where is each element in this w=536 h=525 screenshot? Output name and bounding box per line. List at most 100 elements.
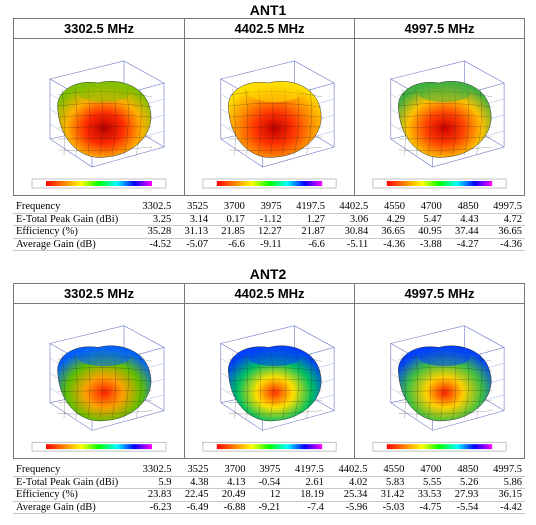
table-cell: 5.83 — [370, 475, 408, 489]
table-cell: 5.26 — [444, 475, 482, 489]
radiation-pattern-plot — [185, 304, 354, 458]
table-cell: -6.6 — [284, 238, 328, 251]
table-cell: 3525 — [174, 464, 212, 477]
table-row: Efficiency (%) 23.83 22.45 20.49 12 18.19 25.3… — [13, 488, 525, 502]
table-cell: -9.11 — [247, 238, 285, 251]
radiation-pattern-plot — [355, 39, 524, 195]
table-cell: -9.21 — [248, 501, 284, 514]
table-cell: 4402.5 — [326, 464, 371, 477]
table-cell: 1.27 — [284, 212, 328, 226]
ant1-measurement-table: Frequency 3302.5 3525 3700 3975 4197.5 4402.5 4… — [13, 201, 525, 251]
table-cell: -5.07 — [174, 238, 212, 251]
ant1-panel-1: 3302.5 MHz — [14, 19, 185, 195]
table-cell: 4402.5 — [327, 201, 372, 214]
table-cell: -5.03 — [370, 501, 408, 514]
ant2-panel-2: 4402.5 MHz — [185, 284, 355, 458]
ant1-panel-2: 4402.5 MHz — [185, 19, 355, 195]
table-cell: 4.72 — [481, 212, 525, 226]
panel-frequency: 3302.5 MHz — [14, 284, 184, 304]
table-cell: 3700 — [211, 201, 248, 214]
table-cell: 37.44 — [444, 225, 482, 239]
table-row: E-Total Peak Gain (dBi) 3.25 3.14 0.17 -1.12… — [13, 212, 525, 226]
table-cell: -5.96 — [326, 501, 371, 514]
table-cell: 4550 — [371, 201, 409, 214]
table-cell: 23.83 — [131, 488, 175, 502]
table-row: E-Total Peak Gain (dBi) 5.9 4.38 4.13 -0.54 2… — [13, 475, 525, 489]
table-cell: 33.53 — [407, 488, 445, 502]
table-cell: 5.47 — [408, 212, 445, 226]
table-cell: -4.27 — [444, 238, 482, 251]
table-cell: 2.61 — [283, 475, 327, 489]
table-cell: 4197.5 — [283, 464, 327, 477]
table-cell: 12.27 — [247, 225, 285, 239]
table-cell: 18.19 — [283, 488, 327, 502]
table-cell: 36.65 — [371, 225, 409, 239]
table-cell: -6.49 — [174, 501, 212, 514]
ant1-plot-frame: 3302.5 MHz 4402.5 MHz 4997.5 MHz — [13, 18, 525, 196]
table-cell: 4.29 — [371, 212, 409, 226]
panel-frequency: 4997.5 MHz — [355, 19, 524, 39]
table-cell: -4.36 — [481, 238, 525, 251]
table-cell: 31.42 — [370, 488, 408, 502]
ant1-panel-3: 4997.5 MHz — [355, 19, 524, 195]
table-cell: 3700 — [211, 464, 249, 477]
table-row: Average Gain (dB) -6.23 -6.49 -6.88 -9.21 -7.… — [13, 501, 525, 514]
table-cell: 3.06 — [327, 212, 372, 226]
row-label: Efficiency (%) — [13, 225, 131, 239]
table-row: Frequency 3302.5 3525 3700 3975 4197.5 4402.5 4… — [13, 201, 525, 214]
table-cell: 5.86 — [481, 475, 525, 489]
row-label: E-Total Peak Gain (dBi) — [13, 475, 131, 489]
table-cell: 0.17 — [211, 212, 248, 226]
table-cell: 4700 — [407, 464, 445, 477]
row-label: Frequency — [13, 201, 131, 214]
table-cell: 3.14 — [174, 212, 212, 226]
panel-frequency: 4402.5 MHz — [185, 19, 354, 39]
row-label: Average Gain (dB) — [13, 238, 131, 251]
table-cell: 22.45 — [174, 488, 212, 502]
table-cell: -6.6 — [211, 238, 248, 251]
table-cell: 21.87 — [284, 225, 328, 239]
table-cell: 27.93 — [444, 488, 482, 502]
table-row: Average Gain (dB) -4.52 -5.07 -6.6 -9.11 -6.6… — [13, 238, 525, 251]
table-cell: -6.88 — [211, 501, 249, 514]
radiation-pattern-plot — [355, 304, 524, 458]
table-cell: 3302.5 — [131, 464, 175, 477]
table-cell: -7.4 — [283, 501, 327, 514]
table-cell: 3525 — [174, 201, 212, 214]
table-cell: 25.34 — [326, 488, 371, 502]
table-cell: 5.55 — [407, 475, 445, 489]
table-cell: -5.11 — [327, 238, 372, 251]
table-cell: 5.9 — [131, 475, 175, 489]
table-row: Efficiency (%) 35.28 31.13 21.85 12.27 21.87 3… — [13, 225, 525, 239]
table-cell: 35.28 — [131, 225, 175, 239]
table-cell: 30.84 — [327, 225, 372, 239]
table-cell: 4997.5 — [481, 201, 525, 214]
table-cell: 4.43 — [444, 212, 482, 226]
pattern-graphic — [372, 60, 507, 189]
panel-frequency: 4997.5 MHz — [355, 284, 524, 304]
table-cell: -0.54 — [248, 475, 284, 489]
pattern-graphic — [202, 325, 337, 452]
table-cell: -4.36 — [371, 238, 409, 251]
table-cell: -3.88 — [408, 238, 445, 251]
table-cell: 31.13 — [174, 225, 212, 239]
table-cell: 4850 — [444, 464, 482, 477]
row-label: E-Total Peak Gain (dBi) — [13, 212, 131, 226]
table-cell: 36.15 — [481, 488, 525, 502]
table-cell: 36.65 — [481, 225, 525, 239]
row-label: Frequency — [13, 464, 131, 477]
table-cell: -4.75 — [407, 501, 445, 514]
ant1-title: ANT1 — [249, 2, 287, 18]
panel-frequency: 3302.5 MHz — [14, 19, 184, 39]
table-cell: 4197.5 — [284, 201, 328, 214]
ant2-measurement-table: Frequency 3302.5 3525 3700 3975 4197.5 4402.5 4… — [13, 464, 525, 514]
table-cell: 20.49 — [211, 488, 249, 502]
table-cell: 3975 — [247, 201, 285, 214]
row-label: Average Gain (dB) — [13, 501, 131, 514]
table-cell: -6.23 — [131, 501, 175, 514]
ant2-plot-frame: 3302.5 MHz 4402.5 MHz 4997.5 MHz — [13, 283, 525, 459]
ant2-panel-3: 4997.5 MHz — [355, 284, 524, 458]
table-cell: 4.38 — [174, 475, 212, 489]
ant2-title: ANT2 — [249, 266, 287, 282]
table-cell: 3975 — [248, 464, 284, 477]
